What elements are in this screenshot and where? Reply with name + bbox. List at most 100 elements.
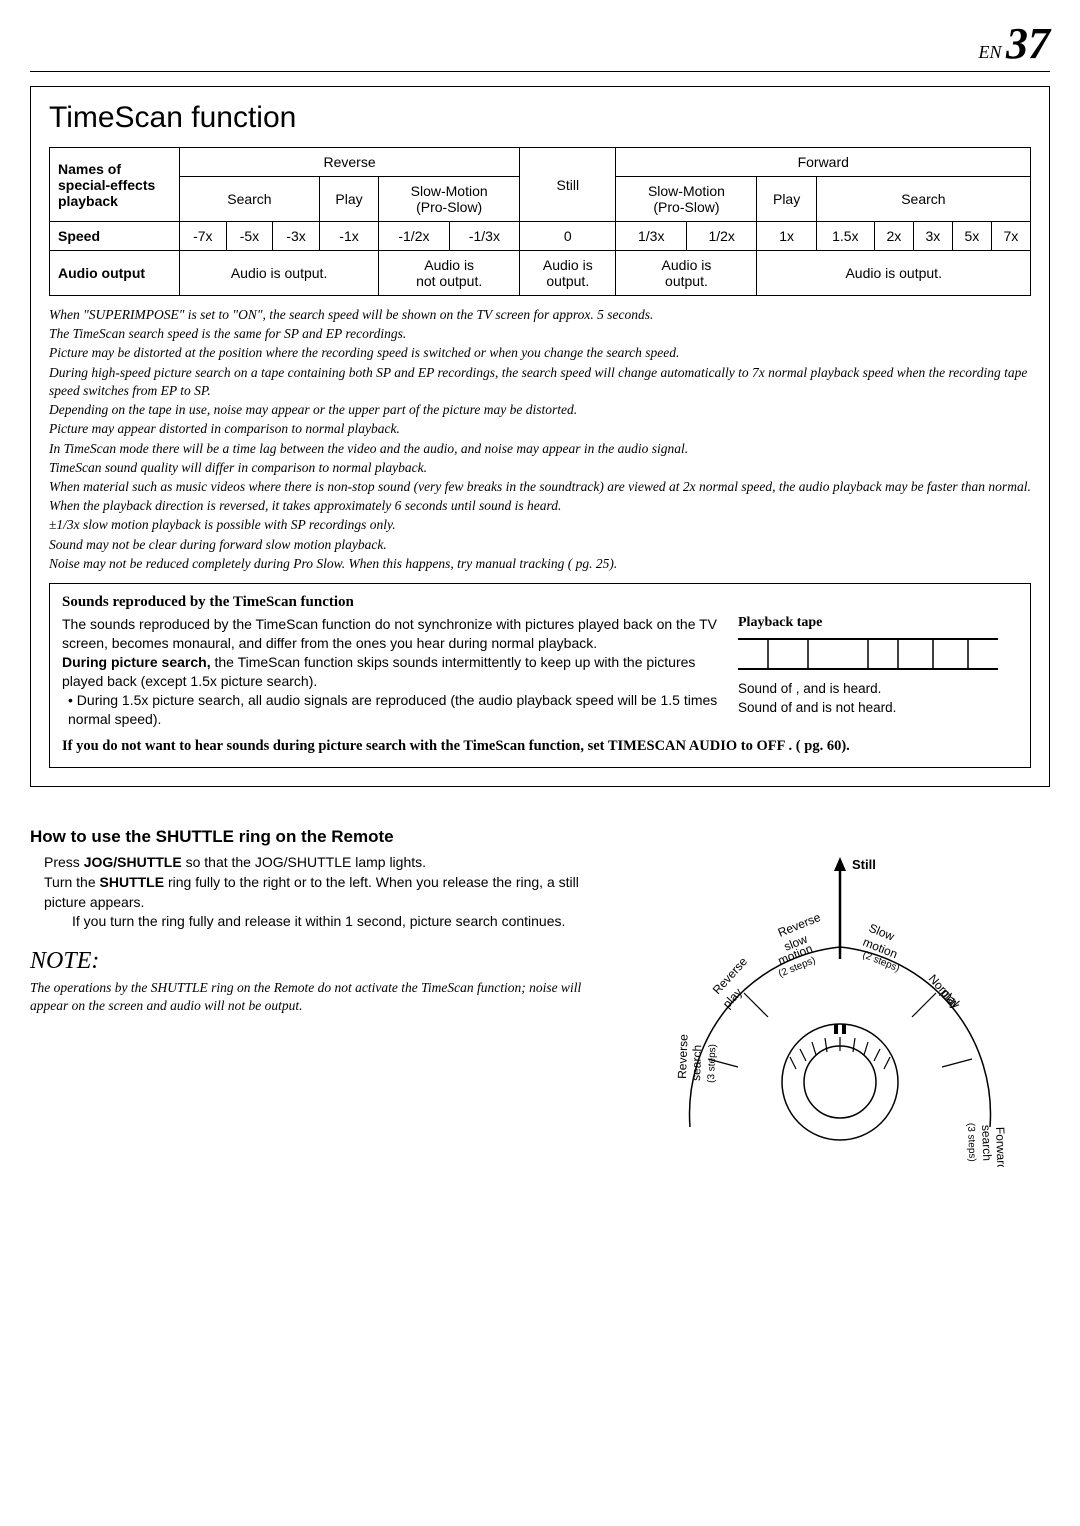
- search2: Search: [816, 177, 1030, 222]
- note: Noise may not be reduced completely duri…: [49, 555, 1031, 573]
- c5: -1/2x: [379, 222, 449, 251]
- final-bold: If you do not want to hear sounds during…: [62, 738, 850, 754]
- note: When "SUPERIMPOSE" is set to "ON", the s…: [49, 306, 1031, 324]
- c13: 3x: [913, 222, 952, 251]
- c1: -7x: [180, 222, 227, 251]
- speed-header: Speed: [50, 222, 180, 251]
- lower-right: Still: [630, 827, 1050, 1172]
- reverse-header: Reverse: [180, 148, 520, 177]
- c7: 0: [520, 222, 616, 251]
- svg-text:Forward: Forward: [993, 1127, 1009, 1167]
- page-prefix: EN: [978, 42, 1001, 62]
- forward-header: Forward: [616, 148, 1031, 177]
- sound-line-1: Sound of , and is heard.: [738, 680, 1018, 699]
- howto-l3: If you turn the ring fully and release i…: [44, 912, 610, 932]
- svg-text:search: search: [689, 1045, 704, 1081]
- names-header: Names of special-effects playback: [50, 148, 180, 222]
- shuttle-dial-diagram: Still: [630, 827, 1050, 1167]
- play1: Play: [319, 177, 378, 222]
- note: Picture may be distorted at the position…: [49, 344, 1031, 362]
- sounds-box: Sounds reproduced by the TimeScan functi…: [49, 583, 1031, 768]
- howto-l2: Turn the SHUTTLE ring fully to the right…: [44, 873, 610, 912]
- a4b: output.: [665, 273, 708, 289]
- note2-body: The operations by the SHUTTLE ring on th…: [30, 979, 610, 1015]
- still-header: Still: [520, 148, 616, 222]
- note: Sound may not be clear during forward sl…: [49, 536, 1031, 554]
- slow2: Slow-Motion (Pro-Slow): [616, 177, 757, 222]
- a2a: Audio is: [424, 257, 474, 273]
- note2-header: NOTE:: [30, 948, 610, 975]
- l1c: so that the JOG/SHUTTLE lamp lights.: [182, 854, 426, 870]
- a4a: Audio is: [662, 257, 712, 273]
- c9: 1/2x: [686, 222, 756, 251]
- howto-l1: Press JOG/SHUTTLE so that the JOG/SHUTTL…: [44, 853, 610, 873]
- c10: 1x: [757, 222, 816, 251]
- l1b: JOG/SHUTTLE: [84, 854, 182, 870]
- svg-text:search: search: [979, 1125, 994, 1161]
- a2b: not output.: [416, 273, 482, 289]
- slow2b: (Pro-Slow): [653, 199, 719, 215]
- main-box: TimeScan function Names of special-effec…: [30, 86, 1050, 787]
- a3b: output.: [546, 273, 589, 289]
- search1: Search: [180, 177, 320, 222]
- sounds-p2a: During picture search,: [62, 654, 211, 670]
- svg-text:Reverse: Reverse: [675, 1034, 691, 1079]
- c2: -5x: [226, 222, 273, 251]
- lower-left: How to use the SHUTTLE ring on the Remot…: [30, 827, 610, 1172]
- sound-lines: Sound of , and is heard. Sound of and is…: [738, 680, 1018, 718]
- sounds-left: The sounds reproduced by the TimeScan fu…: [62, 615, 722, 728]
- a5: Audio is output.: [757, 251, 1031, 296]
- a1: Audio is output.: [180, 251, 379, 296]
- svg-text:(3 steps): (3 steps): [706, 1044, 718, 1083]
- table-row: Speed -7x -5x -3x -1x -1/2x -1/3x 0 1/3x…: [50, 222, 1031, 251]
- play2: Play: [757, 177, 816, 222]
- slow1b: (Pro-Slow): [416, 199, 482, 215]
- speed-table: Names of special-effects playback Revers…: [49, 147, 1031, 296]
- l2a: Turn the: [44, 874, 100, 890]
- a2: Audio is not output.: [379, 251, 520, 296]
- note: Depending on the tape in use, noise may …: [49, 401, 1031, 419]
- playback-tape-label: Playback tape: [738, 615, 1018, 631]
- sounds-p2: During picture search, the TimeScan func…: [62, 653, 722, 691]
- note: ±1/3x slow motion playback is possible w…: [49, 516, 1031, 534]
- lower-section: How to use the SHUTTLE ring on the Remot…: [30, 827, 1050, 1172]
- final-para: If you do not want to hear sounds during…: [62, 738, 1018, 755]
- notes-block: When "SUPERIMPOSE" is set to "ON", the s…: [49, 306, 1031, 573]
- table-row: Names of special-effects playback Revers…: [50, 148, 1031, 177]
- note: When material such as music videos where…: [49, 478, 1031, 496]
- l1a: Press: [44, 854, 84, 870]
- page-num-big: 37: [1006, 19, 1050, 68]
- title: TimeScan function: [49, 101, 1031, 135]
- slow1a: Slow-Motion: [411, 183, 488, 199]
- sounds-right: Playback tape Sound of , and is heard. S…: [738, 615, 1018, 728]
- a4: Audio is output.: [616, 251, 757, 296]
- sound-line-2: Sound of and is not heard.: [738, 699, 1018, 718]
- c11: 1.5x: [816, 222, 874, 251]
- slow2a: Slow-Motion: [648, 183, 725, 199]
- c8: 1/3x: [616, 222, 686, 251]
- c14: 5x: [952, 222, 991, 251]
- top-rule: [30, 71, 1050, 72]
- a3a: Audio is: [543, 257, 593, 273]
- slow1: Slow-Motion (Pro-Slow): [379, 177, 520, 222]
- still-label: Still: [852, 857, 876, 872]
- c4: -1x: [319, 222, 378, 251]
- l2b: SHUTTLE: [100, 874, 165, 890]
- note: In TimeScan mode there will be a time la…: [49, 440, 1031, 458]
- note: During high-speed picture search on a ta…: [49, 364, 1031, 400]
- sounds-header: Sounds reproduced by the TimeScan functi…: [62, 594, 1018, 611]
- c3: -3x: [273, 222, 320, 251]
- table-row: Audio output Audio is output. Audio is n…: [50, 251, 1031, 296]
- c12: 2x: [874, 222, 913, 251]
- note: When the playback direction is reversed,…: [49, 497, 1031, 515]
- sounds-p1: The sounds reproduced by the TimeScan fu…: [62, 615, 722, 653]
- c6: -1/3x: [449, 222, 519, 251]
- a3: Audio is output.: [520, 251, 616, 296]
- note: The TimeScan search speed is the same fo…: [49, 325, 1031, 343]
- note: Picture may appear distorted in comparis…: [49, 420, 1031, 438]
- note: TimeScan sound quality will differ in co…: [49, 459, 1031, 477]
- howto-header: How to use the SHUTTLE ring on the Remot…: [30, 827, 610, 847]
- howto-body: Press JOG/SHUTTLE so that the JOG/SHUTTL…: [30, 853, 610, 931]
- sounds-p3: • During 1.5x picture search, all audio …: [62, 691, 722, 729]
- audio-header: Audio output: [50, 251, 180, 296]
